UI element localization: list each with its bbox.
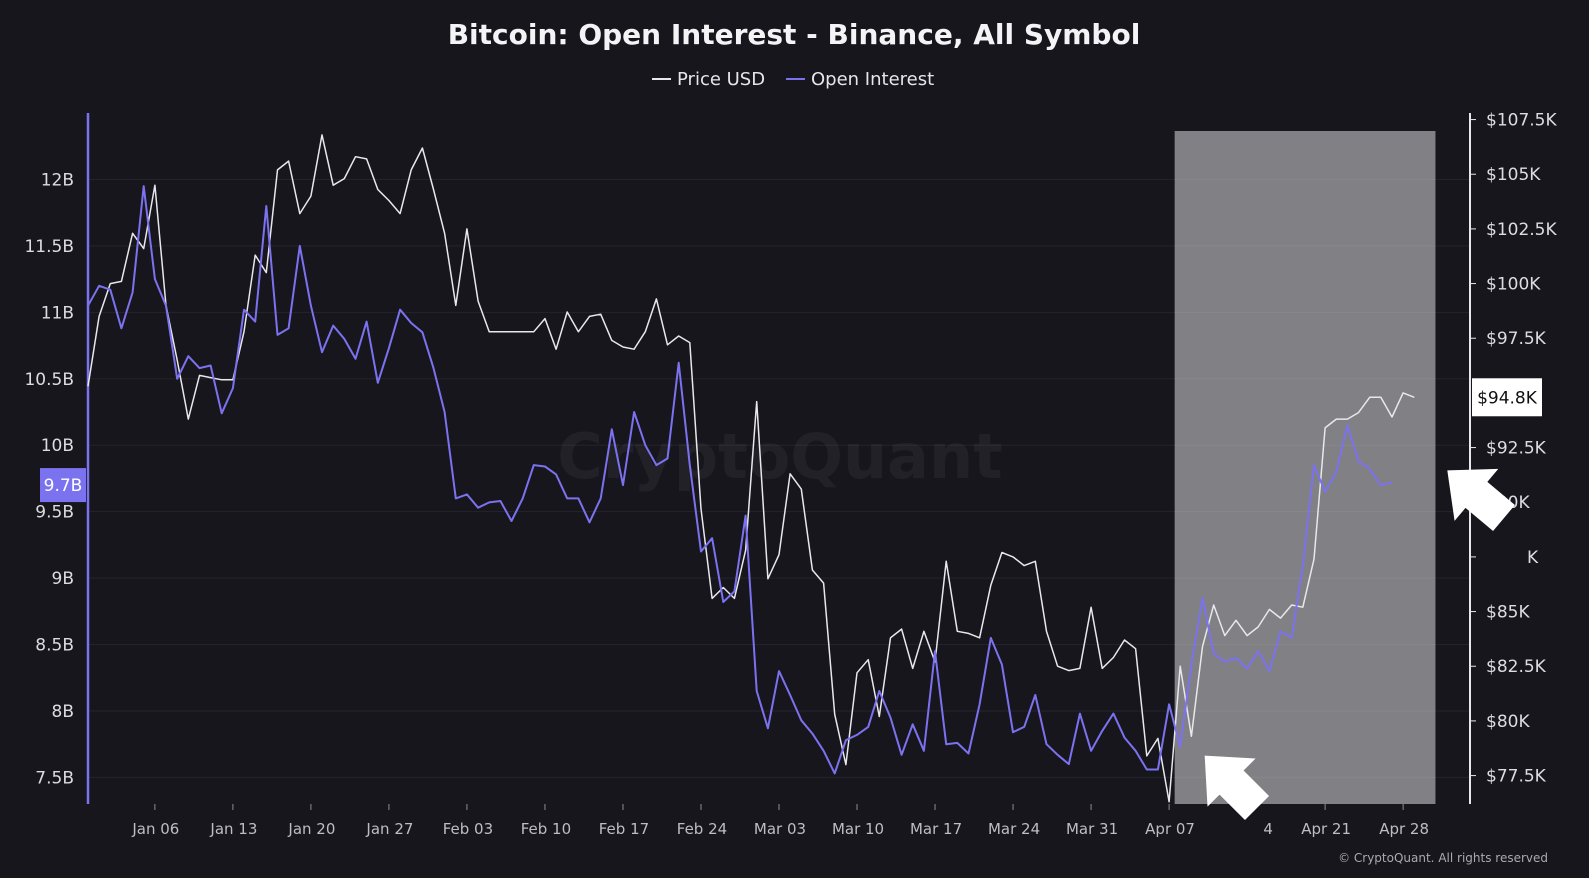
x-axis-tick-label: Jan 20	[287, 820, 335, 838]
left-axis-tick-label: 8B	[52, 702, 74, 722]
x-axis-tick-label: 4	[1263, 820, 1273, 838]
left-axis-tick-label: 9.5B	[35, 503, 74, 523]
series-line-open-interest	[87, 185, 1393, 775]
x-axis-tick-label: Feb 17	[599, 820, 649, 838]
right-axis-ticks: $77.5K$80K$82.5K$85KK$90K$92.5K$97.5K$10…	[1470, 111, 1557, 787]
right-axis-tick-label: $85K	[1486, 603, 1530, 623]
x-axis-tick-label: Mar 10	[832, 820, 884, 838]
x-axis-tick-label: Jan 13	[209, 820, 257, 838]
left-axis-tick-label: 12B	[41, 170, 74, 190]
right-axis-tick-label: $97.5K	[1486, 329, 1547, 349]
arrow-pointer-shape	[1447, 468, 1515, 532]
x-axis-tick-label: Mar 17	[910, 820, 962, 838]
x-axis-tick-label: Apr 21	[1301, 820, 1351, 838]
legend-label-price: Price USD	[677, 69, 765, 90]
right-axis-tick-label: $92.5K	[1486, 439, 1547, 459]
left-axis-ticks: 7.5B 8B 8.5B 9B 9.5B 10B 10.5B 11B 11.5B 12B	[24, 170, 74, 788]
right-axis-tick-label: $102.5K	[1486, 220, 1557, 240]
x-axis-tick-label: Feb 10	[521, 820, 571, 838]
right-axis-tick-label: $77.5K	[1486, 767, 1547, 787]
left-axis-tick-label: 8.5B	[35, 636, 74, 656]
current-price-tag-label: $94.8K	[1477, 388, 1538, 408]
left-axis-tick-label: 10B	[41, 436, 74, 456]
grid	[88, 178, 1470, 778]
x-axis-tick-label: Mar 03	[754, 820, 806, 838]
x-axis-tick-label: Mar 24	[988, 820, 1040, 838]
highlight-band	[1174, 131, 1436, 804]
left-axis-tick-label: 10.5B	[24, 370, 74, 390]
x-axis-tick-label: Jan 06	[131, 820, 179, 838]
copyright-credit: © CryptoQuant. All rights reserved	[1338, 851, 1548, 865]
x-axis-tick-label: Apr 28	[1379, 820, 1429, 838]
left-axis-tick-label: 11B	[41, 303, 74, 323]
x-axis-tick-label: Mar 31	[1066, 820, 1118, 838]
left-axis-tick-label: 7.5B	[35, 768, 74, 788]
current-price-tag-box	[1472, 378, 1542, 417]
arrow-pointer-icon	[1447, 468, 1515, 532]
left-axis-tick-label: 11.5B	[24, 237, 74, 257]
current-price-tag: $94.8K	[1472, 378, 1542, 417]
right-axis-tick-label: $105K	[1486, 165, 1541, 185]
right-axis-tick-label: $107.5K	[1486, 111, 1557, 131]
left-axis-tick-label: 9B	[52, 569, 74, 589]
chart-title: Bitcoin: Open Interest - Binance, All Sy…	[448, 18, 1141, 51]
current-open-interest-tag-label: 9.7B	[44, 476, 83, 496]
legend: Price USD Open Interest	[652, 69, 934, 90]
series-line-price	[87, 134, 1415, 803]
x-axis-tick-label: Apr 07	[1145, 820, 1195, 838]
x-axis-tick-label: Jan 27	[365, 820, 413, 838]
right-axis-tick-label: $82.5K	[1486, 657, 1547, 677]
x-axis-tick-label: Feb 24	[677, 820, 727, 838]
right-axis-tick-label: $100K	[1486, 275, 1541, 295]
arrow-pointer-icon	[1204, 755, 1270, 821]
legend-label-open-interest: Open Interest	[811, 69, 934, 90]
arrow-pointer-shape	[1204, 755, 1270, 821]
x-axis-tick-label: Feb 03	[443, 820, 493, 838]
x-axis-ticks: Jan 06 Jan 13 Jan 20 Jan 27 Feb 03 Feb 10 Feb …	[131, 804, 1429, 838]
right-axis-tick-label: $80K	[1486, 712, 1530, 732]
right-axis-tick-label: K	[1527, 548, 1539, 568]
current-open-interest-tag: 9.7B	[40, 468, 86, 503]
current-open-interest-tag-box	[40, 468, 86, 503]
